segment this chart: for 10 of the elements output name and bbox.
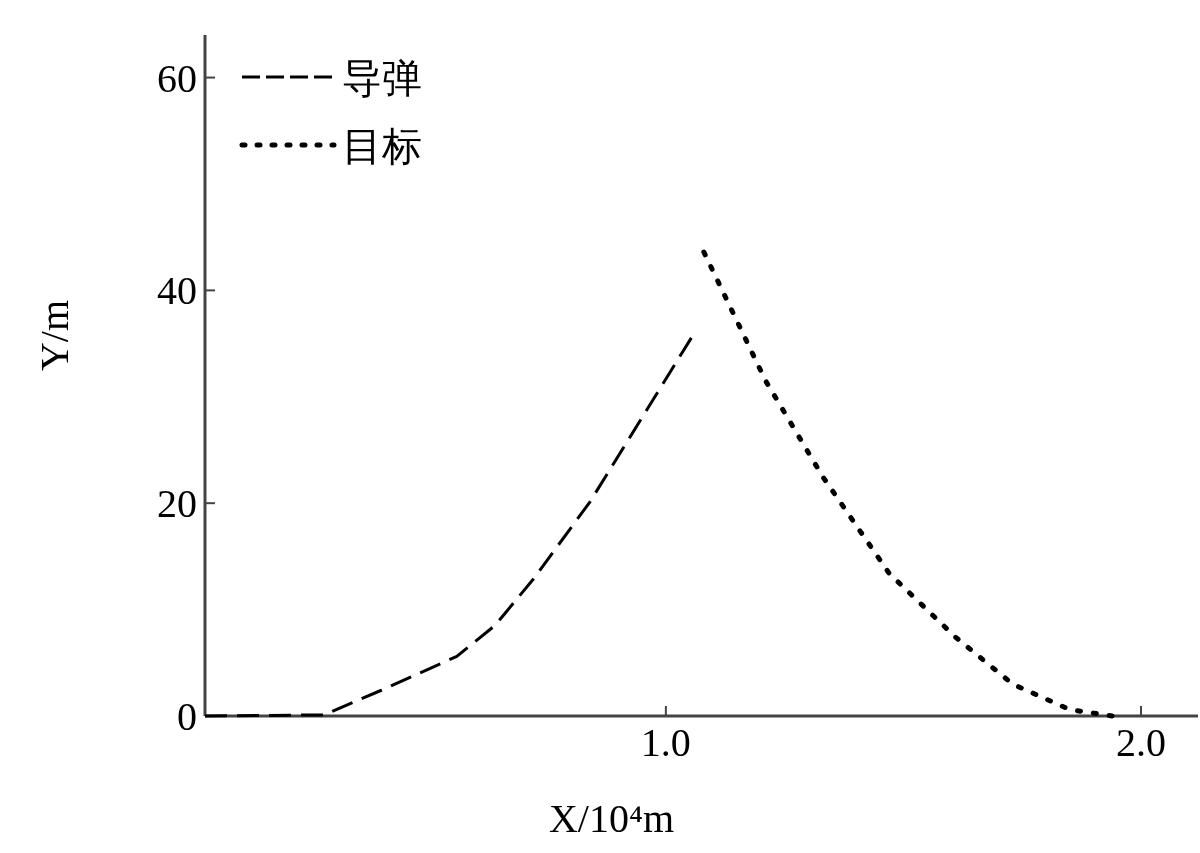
x-tick-label: 2.0	[1115, 720, 1166, 765]
x-axis-title: X/10⁴m	[548, 796, 675, 841]
legend-label: 导弹	[342, 56, 422, 101]
legend-label: 目标	[342, 124, 422, 169]
y-axis-title: Y/m	[32, 299, 77, 372]
y-tick-label: 0	[177, 694, 197, 739]
y-tick-label: 20	[157, 481, 197, 527]
x-tick-label: 1.0	[640, 720, 691, 765]
y-tick-label: 40	[157, 268, 197, 314]
y-tick-label: 60	[157, 55, 197, 101]
